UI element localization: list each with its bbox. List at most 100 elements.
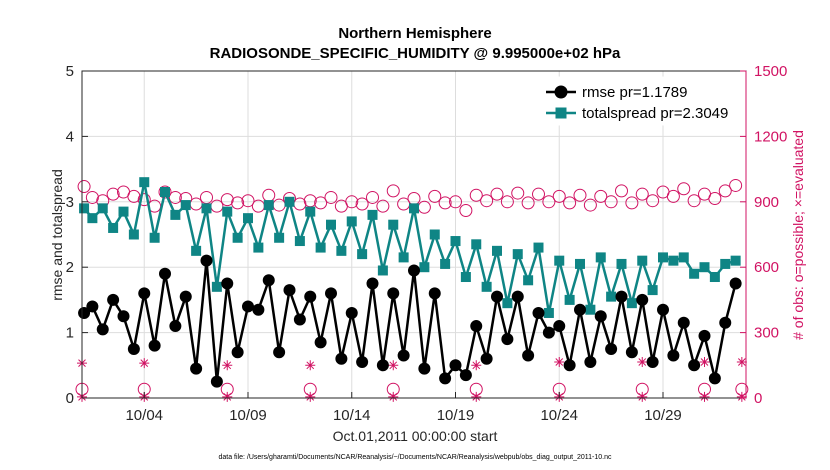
obs_possible-point — [241, 194, 255, 208]
rmse-point — [553, 320, 566, 333]
rmse-point — [667, 349, 680, 362]
totalspread-point — [471, 239, 482, 250]
rmse-point — [594, 310, 607, 323]
obs_possible-point — [552, 189, 566, 203]
totalspread-point — [709, 272, 720, 283]
totalspread-point — [201, 203, 212, 214]
rmse-point — [190, 362, 203, 375]
obs_possible-point — [729, 178, 743, 192]
rmse-point — [96, 323, 109, 336]
rmse-point — [729, 277, 742, 290]
totalspread-point — [243, 213, 253, 224]
totalspread-point — [128, 229, 139, 240]
y-tick-label: 0 — [66, 390, 74, 407]
totalspread-point — [346, 216, 357, 227]
obs_evaluated_low-point — [699, 391, 710, 402]
y2-tick-label: 1200 — [754, 128, 787, 145]
x-tick-label: 10/29 — [644, 407, 682, 424]
totalspread-point — [160, 186, 170, 197]
totalspread-point — [388, 219, 399, 230]
totalspread-point — [481, 281, 492, 292]
obs_possible-point — [604, 195, 618, 209]
chart-subtitle: RADIOSONDE_SPECIFIC_HUMIDITY @ 9.995000e… — [210, 45, 621, 62]
rmse-point — [688, 359, 701, 372]
totalspread-point — [409, 203, 419, 214]
totalspread-point — [543, 307, 554, 318]
x-tick-label: 10/24 — [540, 407, 578, 424]
totalspread-point — [357, 249, 368, 260]
y-tick-label: 4 — [66, 128, 74, 145]
rmse-point — [273, 346, 286, 359]
totalspread-point — [149, 232, 160, 243]
y-tick-label: 3 — [66, 194, 74, 211]
totalspread-point — [315, 242, 326, 253]
totalspread-point — [253, 242, 264, 253]
data-file-footnote: data file: /Users/gharamti/Documents/NCA… — [218, 454, 612, 461]
obs_possible-point — [480, 194, 494, 208]
obs_possible-point — [345, 195, 359, 209]
totalspread-point — [429, 229, 440, 240]
rmse-point — [138, 287, 151, 300]
totalspread-point — [222, 206, 233, 217]
totalspread-point — [336, 245, 347, 256]
y2-axis-label: # of obs: o=possible; ×=evaluated — [790, 130, 806, 340]
rmse-point — [605, 342, 618, 355]
rmse-point — [304, 290, 317, 303]
rmse-point — [252, 303, 265, 316]
obs_possible-point — [542, 195, 556, 209]
rmse-point — [169, 320, 182, 333]
rmse-point — [231, 346, 244, 359]
totalspread-point — [263, 200, 274, 211]
totalspread-point — [211, 281, 222, 292]
rmse-point — [242, 300, 254, 313]
rmse-point — [439, 372, 452, 385]
rmse-point — [159, 267, 171, 280]
obs_possible-point — [521, 196, 535, 210]
totalspread-point — [79, 203, 90, 214]
totalspread-point — [492, 245, 502, 256]
rmse-point — [532, 306, 545, 319]
obs_possible-point — [677, 182, 691, 196]
y-tick-label: 2 — [66, 259, 74, 276]
y-axis-left: 0 1 2 3 4 5 — [66, 63, 88, 407]
obs_possible-point — [376, 199, 390, 213]
obs_evaluated_low-point — [471, 391, 482, 402]
legend: rmse pr=1.1789 totalspread pr=2.3049 — [537, 76, 744, 126]
rmse-point — [86, 300, 99, 313]
x-tick-label: 10/19 — [437, 407, 475, 424]
chart-title: Northern Hemisphere — [338, 25, 491, 42]
rmse-point — [470, 320, 483, 333]
obs_possible-point — [314, 196, 328, 210]
obs_evaluated_low-point — [736, 391, 747, 402]
obs_possible-point — [666, 189, 680, 203]
obs_possible-point — [490, 187, 504, 201]
obs_evaluated-point — [736, 357, 747, 368]
totalspread-point — [595, 252, 606, 263]
rmse-point — [408, 264, 420, 277]
totalspread-point — [294, 236, 305, 247]
y-tick-label: 1 — [66, 325, 74, 342]
rmse-point — [293, 313, 306, 326]
obs_possible-point — [625, 196, 639, 210]
rmse-point — [428, 287, 441, 300]
totalspread-point — [658, 252, 668, 263]
totalspread-point — [678, 252, 689, 263]
legend-rmse-label: rmse pr=1.1789 — [582, 84, 687, 101]
obs_possible-point — [220, 193, 234, 207]
y2-tick-label: 900 — [754, 194, 779, 211]
rmse-point — [325, 287, 337, 300]
obs_possible-point — [355, 197, 369, 211]
obs_possible-point — [718, 184, 732, 198]
rmse-point — [491, 290, 503, 303]
totalspread-point — [139, 177, 150, 188]
totalspread-point — [699, 262, 710, 273]
obs_possible-point — [231, 196, 245, 210]
obs_possible-point — [438, 196, 452, 210]
rmse-point — [78, 306, 91, 319]
rmse-point — [719, 316, 732, 329]
series-totalspread — [79, 177, 741, 318]
totalspread-point — [367, 209, 378, 220]
rmse-point — [283, 284, 296, 297]
obs_possible-point — [168, 190, 182, 204]
rmse-point — [563, 359, 576, 372]
